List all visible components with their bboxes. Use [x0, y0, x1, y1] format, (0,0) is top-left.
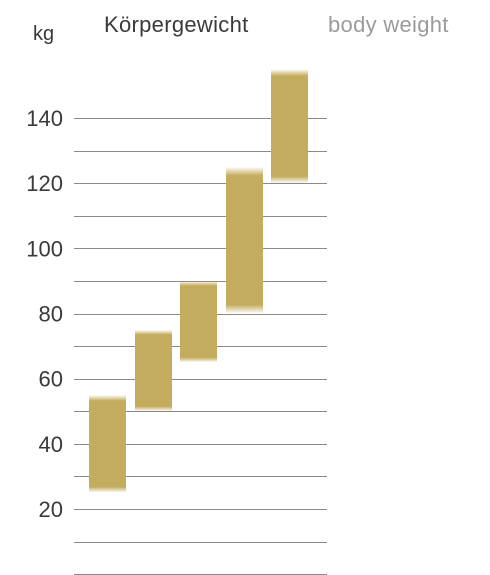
chart-subtitle: body weight: [328, 12, 449, 37]
y-tick-label-100: 100: [26, 236, 63, 261]
y-axis-unit: kg: [33, 23, 54, 45]
range-bars: [89, 69, 308, 493]
y-tick-label-60: 60: [39, 367, 63, 392]
y-tick-labels: 20 40 60 80 100 120 140: [26, 106, 63, 522]
y-tick-label-120: 120: [26, 171, 63, 196]
y-tick-label-40: 40: [39, 432, 63, 457]
chart-title: Körpergewicht: [104, 12, 249, 37]
range-bar-1: [89, 394, 126, 493]
y-tick-label-80: 80: [39, 302, 63, 327]
y-tick-label-140: 140: [26, 106, 63, 131]
range-bar-3: [180, 280, 217, 363]
range-bar-5: [271, 69, 308, 184]
range-bar-4: [226, 166, 263, 314]
range-bar-2: [135, 329, 172, 412]
y-tick-label-20: 20: [39, 497, 63, 522]
